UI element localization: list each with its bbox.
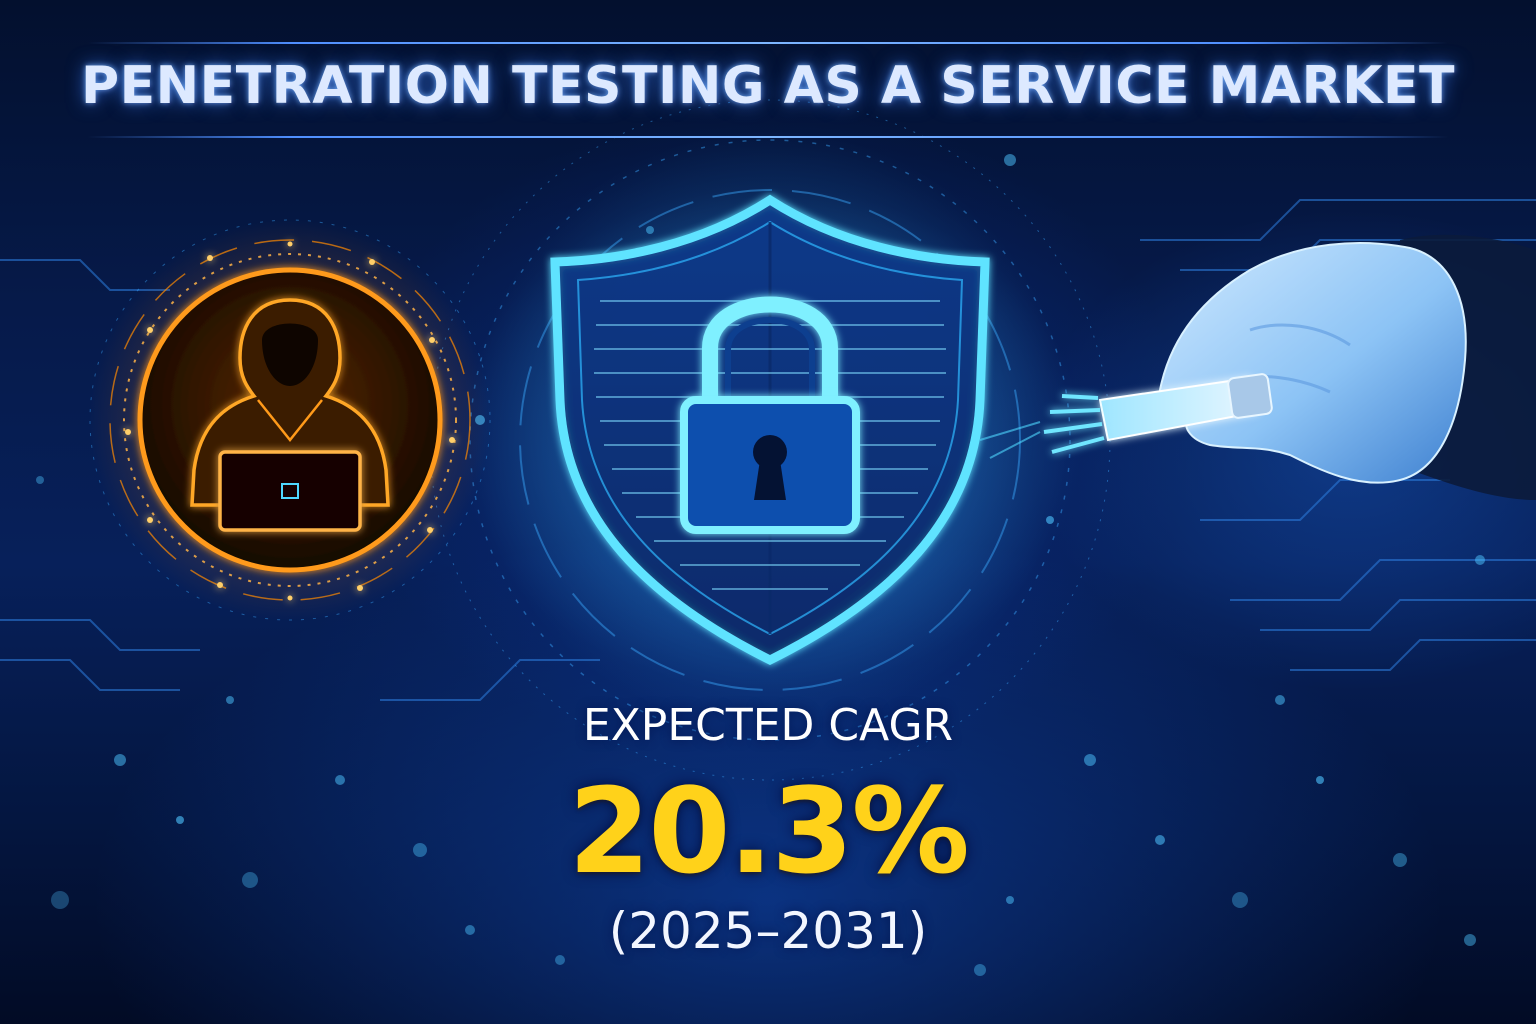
gloved-hand-probe-icon	[979, 234, 1536, 500]
title-rule-bottom	[88, 136, 1448, 138]
cagr-value: 20.3%	[568, 762, 969, 900]
title-rule-top	[88, 42, 1448, 44]
shield-lock-icon	[470, 130, 1070, 730]
page-title: PENETRATION TESTING AS A SERVICE MARKET	[81, 56, 1455, 116]
cagr-label: EXPECTED CAGR	[582, 700, 954, 751]
hacker-icon	[90, 220, 490, 620]
cagr-period: (2025–2031)	[608, 902, 928, 960]
